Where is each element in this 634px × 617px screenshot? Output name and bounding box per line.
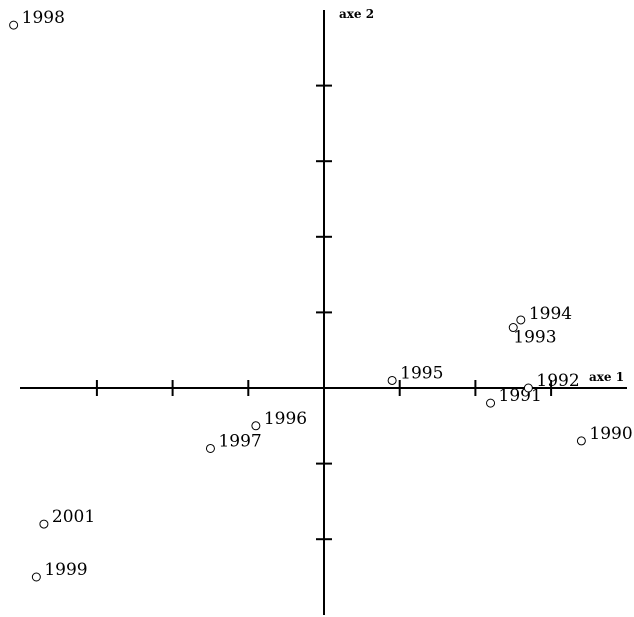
x-axis-label: axe 1 — [589, 370, 624, 384]
data-point — [205, 443, 215, 453]
data-point — [31, 572, 41, 582]
data-point-label: 1998 — [22, 8, 65, 28]
data-point — [523, 383, 533, 393]
data-point-label: 1999 — [44, 560, 87, 580]
data-point-label: 1997 — [218, 431, 261, 451]
data-point — [39, 519, 49, 529]
data-point-label: 1996 — [264, 409, 307, 429]
data-point — [576, 436, 586, 446]
data-point — [486, 398, 496, 408]
data-point-label: 1990 — [589, 424, 632, 444]
data-point-label: 1994 — [529, 304, 572, 324]
data-point-label: 1993 — [513, 328, 556, 348]
data-point — [516, 315, 526, 325]
data-point — [387, 375, 397, 385]
axis-ticks — [95, 84, 553, 541]
data-point — [251, 421, 261, 431]
y-axis-label: axe 2 — [339, 7, 374, 21]
data-point-label: 1995 — [400, 363, 443, 383]
data-point-label: 1991 — [499, 386, 542, 406]
data-point — [508, 323, 518, 333]
data-point — [9, 20, 19, 30]
data-point-label: 1992 — [536, 371, 579, 391]
data-point-label: 2001 — [52, 507, 95, 527]
